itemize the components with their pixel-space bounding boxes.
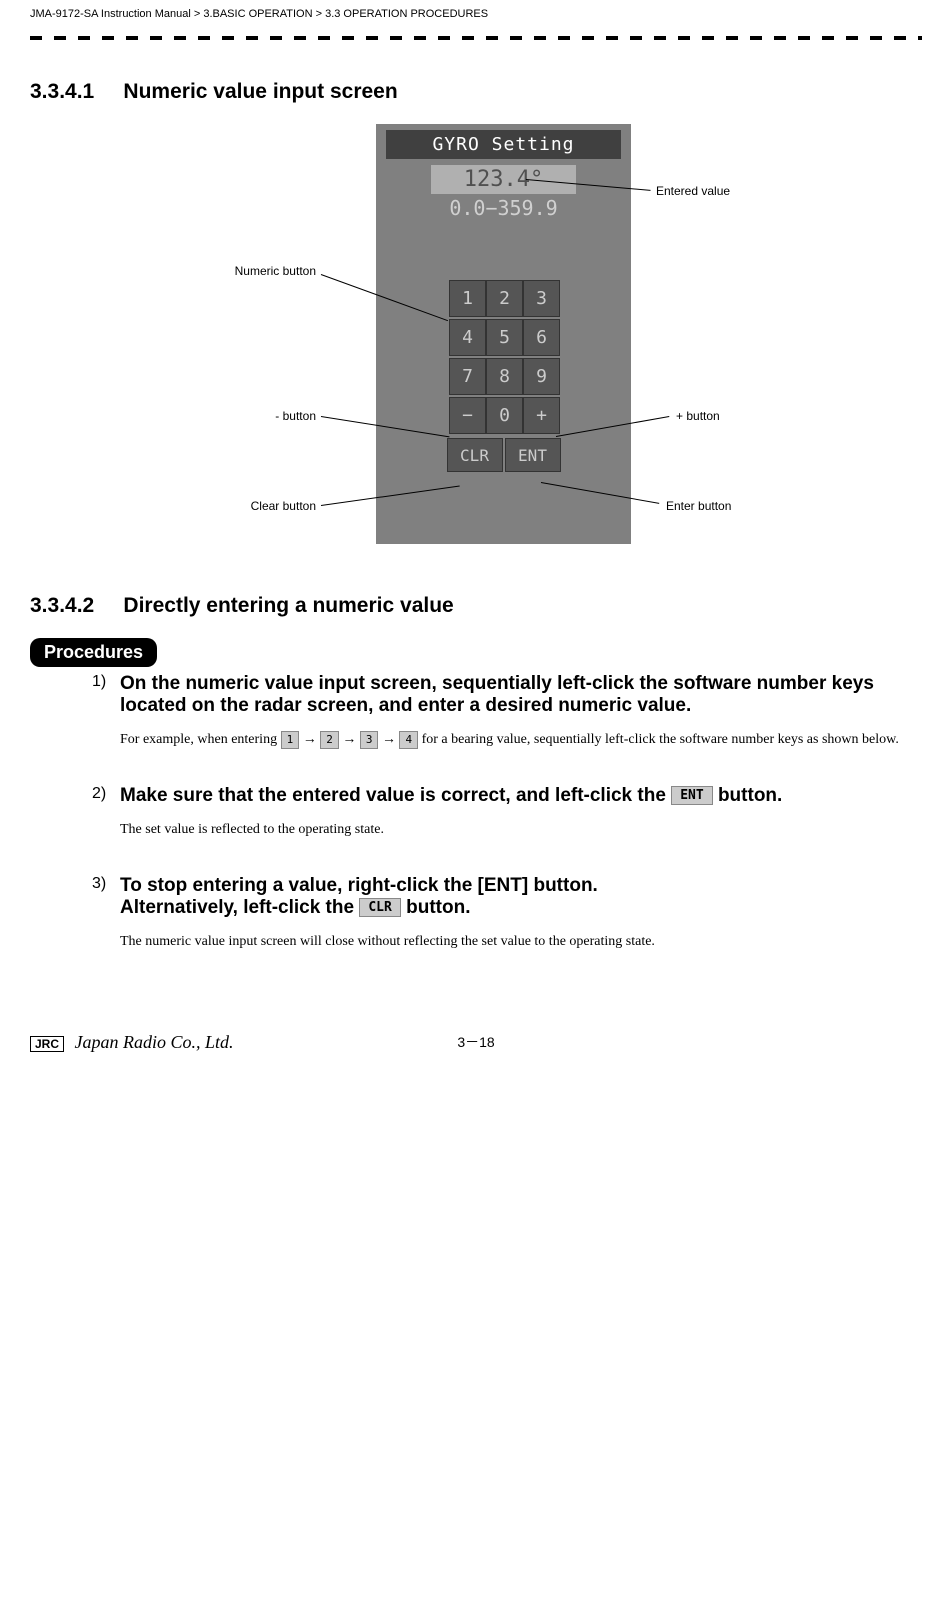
key-8[interactable]: 8 [486,358,523,395]
step-title: On the numeric value input screen, seque… [120,673,922,717]
key-2[interactable]: 2 [486,280,523,317]
jrc-badge: JRC [30,1036,64,1052]
label-enter-button: Enter button [666,499,731,513]
gyro-range: 0.0−359.9 [376,196,631,220]
divider [30,36,922,40]
step-3: 3) To stop entering a value, right-click… [120,875,922,952]
key-ent[interactable]: ENT [505,438,561,472]
key-5[interactable]: 5 [486,319,523,356]
label-clear-button: Clear button [176,499,316,513]
inline-key-3: 3 [360,731,379,750]
gyro-value-display: 123.4° [431,165,576,194]
key-9[interactable]: 9 [523,358,560,395]
label-minus-button: - button [176,409,316,423]
inline-ent-button: ENT [671,786,712,805]
gyro-title: GYRO Setting [386,130,621,159]
step-1: 1) On the numeric value input screen, se… [120,673,922,750]
label-plus-button: + button [676,409,720,423]
section-heading-1: 3.3.4.1 Numeric value input screen [30,80,922,104]
key-0[interactable]: 0 [486,397,523,434]
step-body: The set value is reflected to the operat… [120,819,922,840]
key-clr[interactable]: CLR [447,438,503,472]
key-minus[interactable]: − [449,397,486,434]
step-body: For example, when entering 1 → 2 → 3 → 4… [120,729,922,750]
section-title: Directly entering a numeric value [123,594,453,617]
page-footer: JRC Japan Radio Co., Ltd. 3－18 [30,1032,922,1052]
company-name: Japan Radio Co., Ltd. [75,1032,234,1052]
step-title: To stop entering a value, right-click th… [120,875,922,919]
inline-key-1: 1 [281,731,300,750]
section-heading-2: 3.3.4.2 Directly entering a numeric valu… [30,594,922,618]
section-number: 3.3.4.1 [30,80,94,103]
key-1[interactable]: 1 [449,280,486,317]
label-numeric-button: Numeric button [176,264,316,278]
inline-key-2: 2 [320,731,339,750]
label-entered-value: Entered value [656,184,730,198]
key-plus[interactable]: + [523,397,560,434]
page-number: 3－18 [457,1034,494,1050]
step-2: 2) Make sure that the entered value is c… [120,785,922,840]
key-3[interactable]: 3 [523,280,560,317]
key-4[interactable]: 4 [449,319,486,356]
key-6[interactable]: 6 [523,319,560,356]
inline-clr-button: CLR [359,898,400,917]
section-title: Numeric value input screen [123,80,397,103]
step-num: 3) [92,875,106,893]
step-title: Make sure that the entered value is corr… [120,785,922,807]
step-body: The numeric value input screen will clos… [120,931,922,952]
footer-logo: JRC Japan Radio Co., Ltd. [30,1032,234,1053]
step-num: 1) [92,673,106,691]
keypad: 1 2 3 4 5 6 7 8 9 − 0 + [376,280,631,434]
gyro-panel: GYRO Setting 123.4° 0.0−359.9 1 2 3 4 5 … [376,124,631,544]
section-number: 3.3.4.2 [30,594,94,617]
inline-key-4: 4 [399,731,418,750]
procedures-badge: Procedures [30,638,157,667]
key-7[interactable]: 7 [449,358,486,395]
gyro-diagram: GYRO Setting 123.4° 0.0−359.9 1 2 3 4 5 … [176,124,776,544]
step-num: 2) [92,785,106,803]
breadcrumb: JMA-9172-SA Instruction Manual > 3.BASIC… [30,0,922,28]
